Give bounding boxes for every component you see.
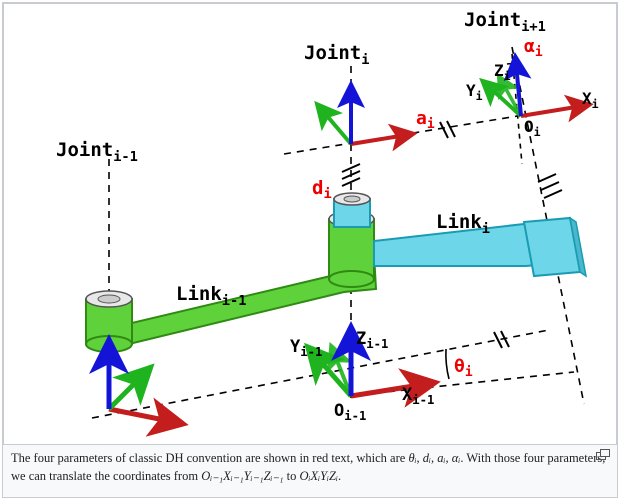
enlarge-icon[interactable] [596, 449, 611, 460]
label-a-i: ai [416, 108, 435, 132]
x-axis-line-bottom [92, 330, 549, 418]
joint-ip1-ticks [538, 174, 562, 198]
caption-end: . [338, 469, 341, 483]
label-joint-i: Jointi [304, 42, 369, 68]
frame-joint-i [322, 92, 406, 144]
label-d-i: di [312, 177, 332, 202]
theta-arc [446, 349, 449, 379]
label-joint-i-plus-1: Jointi+1 [464, 9, 546, 35]
label-alpha-i: αi [524, 36, 543, 60]
a-i-line [284, 114, 530, 154]
label-x-i: Xi [582, 89, 599, 111]
link-i-minus-1-body [86, 211, 376, 352]
caption-to-word: to [283, 469, 299, 483]
diagram-area: Jointi-1 Jointi Jointi+1 Linki-1 Linki X… [3, 3, 617, 445]
label-z-i-minus-1: Zi-1 [356, 329, 388, 351]
caption-text-1a: The four parameters of classic DH conven… [11, 451, 408, 465]
d-i-ticks [342, 164, 360, 186]
dh-convention-diagram: Jointi-1 Jointi Jointi+1 Linki-1 Linki X… [4, 4, 616, 444]
a-i-ticks-left [440, 121, 455, 138]
label-theta-i: θi [454, 356, 473, 380]
caption-params: θᵢ, dᵢ, aᵢ, αᵢ [408, 451, 460, 465]
figure-caption: The four parameters of classic DH conven… [3, 445, 617, 489]
label-joint-i-minus-1: Jointi-1 [56, 139, 138, 165]
caption-from-frame: Oᵢ₋₁Xᵢ₋₁Yᵢ₋₁Zᵢ₋₁ [201, 469, 283, 483]
caption-text-1b: . With [460, 451, 494, 465]
label-o-i-minus-1: Oi-1 [334, 401, 366, 423]
label-y-i: Yi [466, 81, 483, 103]
label-y-i-minus-1: Yi-1 [290, 337, 322, 359]
figure-container: Jointi-1 Jointi Jointi+1 Linki-1 Linki X… [2, 2, 618, 498]
frame-base-left [109, 349, 174, 422]
caption-to-frame: OᵢXᵢYᵢZᵢ [299, 469, 337, 483]
label-o-i: Oi [524, 117, 541, 139]
